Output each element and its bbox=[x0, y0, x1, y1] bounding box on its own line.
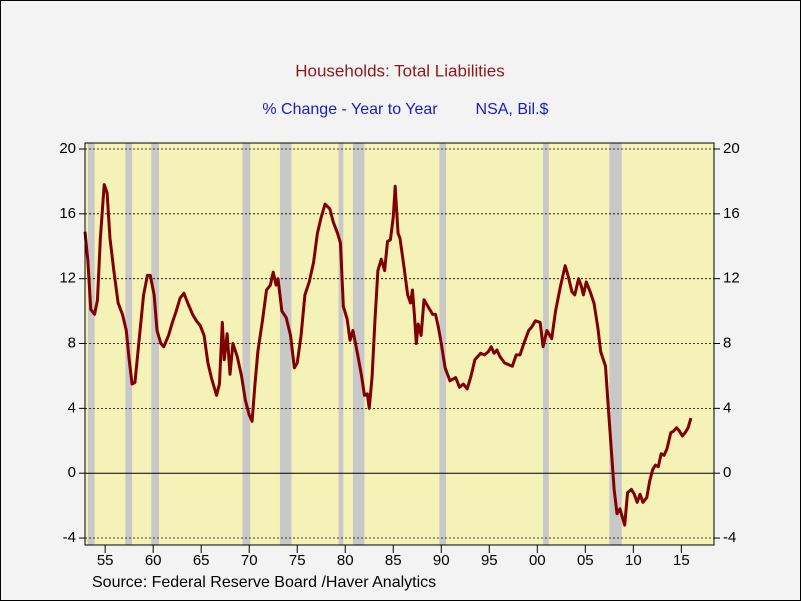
x-tick-label: 70 bbox=[241, 552, 258, 569]
x-tick-label: 95 bbox=[481, 552, 498, 569]
x-tick-label: 65 bbox=[193, 552, 210, 569]
x-tick-label: 00 bbox=[529, 552, 546, 569]
x-tick-label: 85 bbox=[385, 552, 402, 569]
y-tick-label: 0 bbox=[68, 464, 76, 481]
y2-tick-label: 4 bbox=[723, 399, 731, 416]
x-tick-label: 55 bbox=[97, 552, 114, 569]
x-tick-label: 90 bbox=[433, 552, 450, 569]
y-tick-label: -4 bbox=[63, 529, 76, 546]
plot-area bbox=[85, 143, 714, 545]
y2-tick-label: 20 bbox=[723, 140, 740, 157]
chart-subtitle: % Change - Year to Year bbox=[262, 101, 438, 118]
y-tick-label: 16 bbox=[59, 205, 76, 222]
x-tick-label: 75 bbox=[289, 552, 306, 569]
recession-band bbox=[279, 143, 292, 545]
y2-tick-label: 0 bbox=[723, 464, 731, 481]
recession-band bbox=[87, 143, 95, 545]
x-tick-label: 05 bbox=[577, 552, 594, 569]
recession-band bbox=[543, 143, 549, 545]
recession-band bbox=[151, 143, 159, 545]
x-tick-label: 80 bbox=[337, 552, 354, 569]
chart-units: NSA, Bil.$ bbox=[476, 101, 549, 118]
y-tick-label: 20 bbox=[59, 140, 76, 157]
y2-tick-label: 12 bbox=[723, 270, 740, 287]
y2-tick-label: 16 bbox=[723, 205, 740, 222]
recession-band bbox=[352, 143, 365, 545]
y2-tick-label: 8 bbox=[723, 334, 731, 351]
recession-band bbox=[242, 143, 251, 545]
data-line bbox=[83, 183, 693, 527]
recession-band bbox=[338, 143, 344, 545]
chart-title: Households: Total Liabilities bbox=[295, 61, 504, 80]
x-tick-label: 10 bbox=[625, 552, 642, 569]
y-tick-label: 12 bbox=[59, 270, 76, 287]
x-tick-label: 15 bbox=[673, 552, 690, 569]
recession-band bbox=[609, 143, 622, 545]
source-note: Source: Federal Reserve Board /Haver Ana… bbox=[92, 574, 436, 591]
y2-tick-label: -4 bbox=[723, 529, 736, 546]
plot-border bbox=[84, 142, 715, 546]
y-tick-label: 4 bbox=[68, 399, 76, 416]
x-tick-label: 60 bbox=[145, 552, 162, 569]
y-tick-label: 8 bbox=[68, 334, 76, 351]
